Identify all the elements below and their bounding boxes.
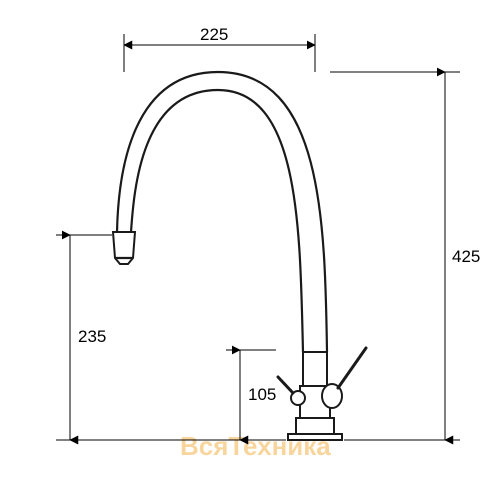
dim-235-label: 235 bbox=[78, 327, 106, 346]
dimension-spout-head-height: 235 bbox=[56, 235, 286, 440]
dimension-spout-reach: 225 bbox=[124, 25, 315, 72]
dim-225-label: 225 bbox=[200, 25, 228, 44]
dim-425-label: 425 bbox=[452, 247, 480, 266]
dimension-overall-height: 425 bbox=[330, 72, 480, 440]
dimension-lever-height: 105 bbox=[226, 350, 276, 440]
dim-105-label: 105 bbox=[248, 385, 276, 404]
